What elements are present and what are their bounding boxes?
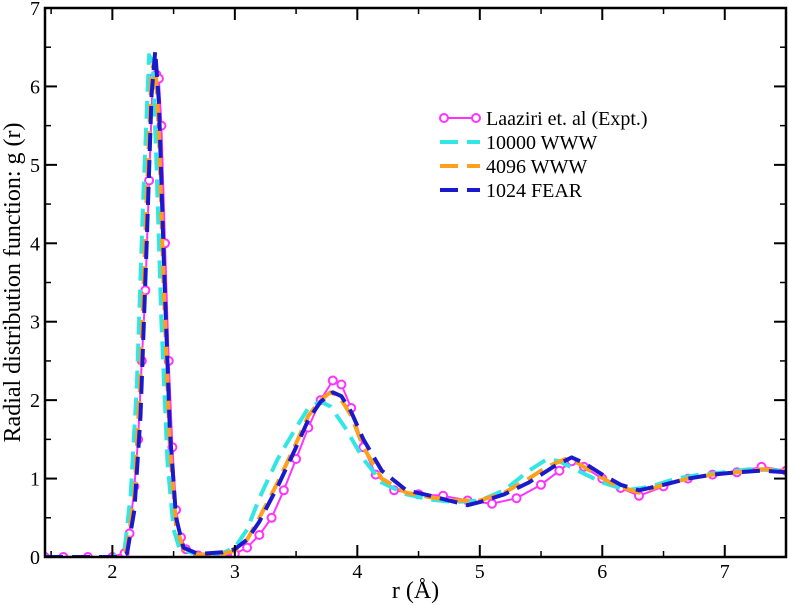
y-tick-label: 2 xyxy=(30,390,40,412)
legend-marker xyxy=(439,113,449,123)
series-line-3 xyxy=(45,49,786,557)
y-axis-label: Radial distribution function: g (r) xyxy=(0,123,26,443)
x-axis-label: r (Å) xyxy=(392,578,439,604)
expt-point xyxy=(511,493,522,504)
y-tick-label: 0 xyxy=(30,547,40,569)
x-tick-label: 7 xyxy=(720,561,730,583)
series-line-0 xyxy=(45,73,786,557)
y-tick-label: 4 xyxy=(30,233,40,255)
expt-point xyxy=(536,479,546,490)
y-tick-label: 1 xyxy=(30,469,40,491)
x-tick-label: 6 xyxy=(597,561,607,583)
x-tick-label: 5 xyxy=(475,561,485,583)
expt-point xyxy=(266,512,277,523)
y-axis-ticks: 0 1 2 3 4 5 6 7 xyxy=(30,0,786,569)
y-tick-label: 7 xyxy=(30,0,40,20)
plot-series xyxy=(45,49,786,557)
y-tick-label: 5 xyxy=(30,155,40,177)
x-axis-ticks: 2 3 4 5 6 7 xyxy=(50,8,787,583)
legend-label: 10000 WWW xyxy=(486,132,597,154)
x-tick-label: 2 xyxy=(107,561,117,583)
series-line-2 xyxy=(45,57,786,557)
expt-point xyxy=(554,465,565,476)
expt-point xyxy=(336,379,347,390)
expt-point xyxy=(487,498,497,509)
expt-point xyxy=(242,542,253,553)
x-tick-label: 3 xyxy=(230,561,240,583)
expt-point xyxy=(254,530,265,540)
legend-label: Laaziri et. al (Expt.) xyxy=(486,108,648,130)
expt-point xyxy=(327,375,338,386)
x-tick-label: 4 xyxy=(352,561,362,583)
y-tick-label: 3 xyxy=(30,312,40,334)
legend-label: 4096 WWW xyxy=(486,156,587,178)
legend-marker xyxy=(471,113,481,123)
legend-label: 1024 FEAR xyxy=(486,180,583,202)
y-tick-label: 6 xyxy=(30,76,40,98)
expt-point xyxy=(278,485,289,496)
